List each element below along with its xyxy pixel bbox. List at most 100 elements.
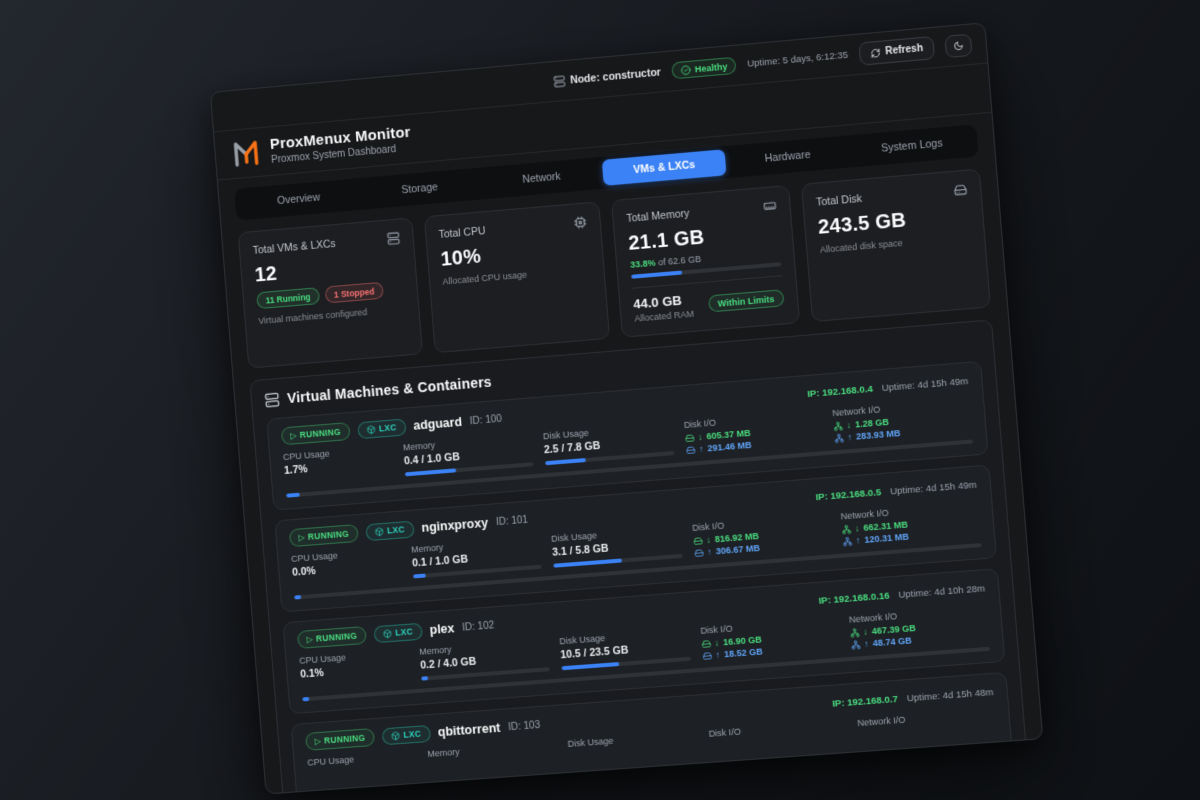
disk-usage-column: Disk Usage 3.1 / 5.8 GB [551,524,683,568]
vm-id: ID: 103 [507,719,541,733]
total-disk-card: Total Disk 243.5 GB Allocated disk space [800,168,991,323]
running-count-badge: 11 Running [256,287,320,310]
network-icon [841,524,851,534]
memory-column: Memory 0.1 / 1.0 GB [411,535,542,579]
total-cpu-card: Total CPU 10% Allocated CPU usage [423,201,611,354]
total-disk-label: Total Disk [815,192,863,209]
vm-name: nginxproxy [420,515,489,535]
vm-name: plex [429,621,455,638]
within-limits-badge: Within Limits [708,289,785,313]
node-indicator: Node: constructor [553,66,661,88]
memory-column: Memory 0.2 / 4.0 GB [419,637,550,681]
total-cpu-label: Total CPU [438,224,486,241]
network-io-column: Network I/O ↓ 1.28 GB ↑ 283.93 MB [832,397,972,443]
network-io-column: Network I/O ↓ 662.31 MB ↑ 120.31 MB [840,501,980,547]
network-icon [834,433,844,443]
down-arrow-icon: ↓ [862,626,869,637]
status-badge: ▷ RUNNING [296,626,367,649]
play-icon: ▷ [314,735,322,746]
app-header-text: ProxMenux Monitor Proxmox System Dashboa… [269,124,412,166]
play-icon: ▷ [305,633,314,644]
type-badge: LXC [364,520,415,541]
stat-cards: Total VMs & LXCs 12 11 Running 1 Stopped… [222,167,1007,370]
network-io-label: Network I/O [857,714,906,729]
disk-io-label: Disk I/O [708,726,742,739]
up-arrow-icon: ↑ [847,431,853,443]
disk-usage-column: Disk Usage [567,730,699,773]
hard-drive-icon [953,183,967,197]
vm-uptime: Uptime: 4d 10h 28m [898,582,986,601]
server-icon [386,232,400,246]
health-badge-label: Healthy [694,61,728,74]
tab-storage[interactable]: Storage [401,181,439,197]
vm-name: adguard [412,414,463,433]
memory-of-total: of 62.6 GB [657,253,702,268]
vm-section-title: Virtual Machines & Containers [286,373,493,407]
container-box-icon [366,424,376,434]
vm-name: qbittorrent [437,720,501,740]
network-io-column: Network I/O ↓ 467.39 GB ↑ 48.74 GB [849,604,990,649]
disk-io-column: Disk I/O ↓ 16.90 GB ↑ 18.52 GB [700,616,839,661]
total-vms-card: Total VMs & LXCs 12 11 Running 1 Stopped… [237,217,423,369]
dashboard-window: Node: constructor Healthy Uptime: 5 days… [209,22,1044,795]
up-arrow-icon: ↑ [698,443,704,455]
down-arrow-icon: ↓ [697,431,703,443]
server-icon [264,391,280,407]
vm-rows: ▷ RUNNING LXC adguard ID: 100 IP: 192.168… [266,360,1014,795]
memory-column: Memory [427,740,558,783]
memory-icon [762,199,776,213]
network-io-column: Network I/O ↓ ↑ [857,708,996,731]
vm-ip: IP: 192.168.0.16 [818,590,890,607]
container-box-icon [382,629,392,639]
tab-hardware[interactable]: Hardware [764,148,811,165]
vm-id: ID: 101 [495,514,529,528]
vm-ip: IP: 192.168.0.7 [831,693,899,710]
hard-drive-icon [702,651,712,661]
refresh-icon [870,47,881,58]
total-memory-label: Total Memory [626,207,690,225]
disk-io-column: Disk I/O ↓ 816.92 MB ↑ 306.67 MB [692,512,831,558]
container-box-icon [390,731,400,741]
refresh-label: Refresh [884,42,924,58]
cpu-icon [574,216,587,229]
tab-vms-lxcs[interactable]: VMs & LXCs [601,149,727,186]
down-arrow-icon: ↓ [854,523,860,534]
tab-overview[interactable]: Overview [276,191,321,208]
play-icon: ▷ [297,531,306,542]
disk-usage-column: Disk Usage 2.5 / 7.8 GB [543,421,675,466]
play-icon: ▷ [289,429,298,441]
vm-id: ID: 102 [461,619,495,634]
cpu-usage-column: CPU Usage 0.0% [291,546,401,578]
status-badge: ▷ RUNNING [280,422,351,446]
check-circle-icon [680,64,691,75]
memory-column: Memory 0.4 / 1.0 GB [403,432,534,477]
vm-id: ID: 100 [469,413,503,427]
proxmenux-logo-icon [230,137,262,169]
vm-uptime: Uptime: 4d 15h 49m [881,375,969,394]
stopped-count-badge: 1 Stopped [324,281,384,304]
vm-uptime: Uptime: 4d 15h 49m [889,479,978,497]
network-icon [851,640,861,650]
hard-drive-icon [686,445,696,455]
tab-system-logs[interactable]: System Logs [880,137,944,155]
hard-drive-icon [685,433,695,443]
up-arrow-icon: ↑ [863,638,870,649]
status-badge: ▷ RUNNING [288,524,359,548]
network-icon [850,628,860,638]
allocated-ram-label: Allocated RAM [634,308,695,324]
theme-toggle-button[interactable] [944,33,973,58]
up-arrow-icon: ↑ [855,535,861,546]
down-arrow-icon: ↓ [846,419,852,431]
top-toolbar: Node: constructor Healthy Uptime: 5 days… [210,23,988,133]
cpu-usage-column: CPU Usage 0.1% [299,648,409,680]
tab-network[interactable]: Network [521,170,562,186]
network-icon [842,536,852,546]
total-memory-card: Total Memory 21.1 GB 33.8% of 62.6 GB 44… [610,184,800,338]
total-vms-label: Total VMs & LXCs [252,237,337,257]
hard-drive-icon [701,639,711,649]
refresh-button[interactable]: Refresh [858,35,936,66]
container-box-icon [374,526,384,536]
vm-ip: IP: 192.168.0.4 [806,383,874,400]
hard-drive-icon [694,548,704,558]
disk-io-column: Disk I/O ↓ 605.37 MB ↑ 291.46 MB [683,409,822,455]
